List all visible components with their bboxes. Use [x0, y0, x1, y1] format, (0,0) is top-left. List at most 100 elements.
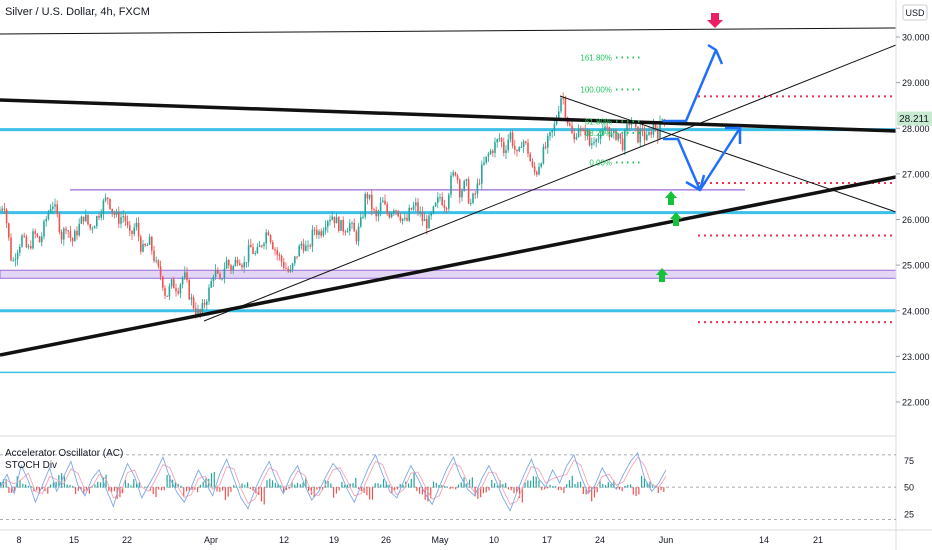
oscillator-bar: [5, 479, 7, 488]
candle-down: [373, 209, 375, 211]
candle-down: [269, 235, 272, 243]
candle-up: [505, 150, 507, 154]
oscillator-bar: [599, 480, 601, 488]
candle-down: [239, 263, 241, 266]
oscillator-bar: [219, 487, 221, 492]
candle-up: [100, 213, 102, 218]
candle-up: [168, 286, 171, 297]
candle-down: [186, 272, 188, 280]
candle-down: [564, 98, 567, 118]
oscillator-bar: [555, 486, 557, 488]
oscillator-bar: [582, 487, 584, 495]
oscillator-bar: [308, 487, 310, 492]
oscillator-bar: [305, 477, 307, 488]
oscillator-bar: [174, 481, 177, 488]
candle-down: [635, 122, 637, 127]
oscillator-bar: [449, 487, 451, 490]
oscillator-bar: [260, 487, 263, 502]
oscillator-bar: [477, 487, 479, 499]
candle-down: [296, 256, 298, 258]
oscillator-bar: [613, 480, 615, 488]
wedge-upper-line: [559, 95, 896, 213]
candle-down: [111, 208, 113, 214]
oscillator-bar: [22, 483, 24, 488]
price-pane[interactable]: 161.80% 100.00% 61.80% 38.20% 0.00%: [0, 13, 896, 374]
fib-label: 0.00%: [589, 158, 612, 167]
oscillator-bar: [49, 484, 52, 488]
oscillator-bar: [180, 485, 182, 488]
candle-up: [362, 216, 364, 218]
oscillator-tick-label: 50: [904, 483, 914, 493]
oscillator-bar: [480, 487, 482, 498]
oscillator-bar: [246, 482, 249, 488]
candle-up: [401, 218, 404, 221]
candle-down: [309, 245, 311, 247]
oscillator-bar: [255, 487, 257, 494]
candle-up: [263, 243, 265, 247]
candle-down: [384, 200, 386, 205]
candle-down: [118, 212, 120, 224]
candle-down: [280, 255, 283, 262]
candle-up: [553, 124, 556, 131]
descending-trendline: [0, 98, 896, 133]
oscillator-pane[interactable]: [0, 451, 896, 520]
stoch-signal-line: [0, 456, 667, 505]
candle-up: [415, 202, 417, 206]
top-resistance-line: [0, 27, 896, 35]
oscillator-bar: [152, 487, 154, 495]
time-axis[interactable]: 8 15 22 Apr 12 19 26 May 10 17 24 Jun 14 21: [16, 535, 823, 545]
oscillator-bar: [283, 487, 285, 493]
green-up-arrow: [665, 191, 677, 205]
candle-up: [538, 166, 540, 175]
candle-down: [536, 171, 538, 175]
candle-up: [507, 139, 509, 151]
price-axis[interactable]: 30.000 29.000 28.000 27.000 26.000 25.000 24.0…: [896, 33, 930, 408]
candle-down: [395, 210, 397, 212]
candle-down: [316, 230, 318, 235]
oscillator-bar: [488, 487, 490, 491]
candle-up: [646, 134, 648, 141]
currency-button[interactable]: USD: [902, 4, 928, 21]
oscillator-bar: [438, 485, 440, 488]
candle-up: [135, 222, 138, 228]
candle-up: [232, 266, 234, 271]
candle-down: [619, 133, 622, 139]
candle-up: [1, 208, 3, 211]
oscillator-bar: [366, 487, 368, 496]
candle-up: [21, 235, 23, 247]
oscillator-bar: [69, 485, 71, 488]
oscillator-bar: [466, 483, 468, 488]
oscillator-bar: [197, 487, 199, 493]
candle-up: [43, 221, 45, 237]
candle-up: [197, 309, 199, 315]
candle-down: [267, 232, 270, 236]
last-price-value: 28.211: [899, 114, 929, 125]
time-tick-label: 24: [595, 535, 605, 545]
oscillator-bar: [313, 487, 315, 498]
oscillator-bar: [127, 483, 129, 488]
oscillator-bar: [333, 487, 335, 498]
price-tick-label: 26.000: [902, 215, 930, 225]
oscillator-bar: [521, 487, 523, 503]
oscillator-bar: [524, 482, 526, 488]
candle-up: [47, 212, 50, 219]
oscillator-bar: [546, 487, 548, 489]
candle-down: [164, 287, 166, 296]
candles-layer: [0, 92, 666, 319]
oscillator-bar: [302, 482, 304, 488]
oscillator-bar: [510, 487, 512, 491]
oscillator-bar: [163, 487, 165, 491]
candle-up: [221, 278, 223, 280]
candle-up: [27, 246, 30, 248]
candle-up: [470, 202, 472, 204]
candle-up: [423, 218, 426, 222]
candle-up: [393, 210, 395, 213]
oscillator-bar: [102, 477, 104, 488]
time-tick-label: Jun: [659, 535, 674, 545]
candle-down: [516, 149, 518, 152]
time-tick-label: 26: [381, 535, 391, 545]
oscillator-bar: [55, 481, 57, 488]
oscillator-bar: [80, 487, 82, 490]
candle-down: [302, 243, 305, 251]
